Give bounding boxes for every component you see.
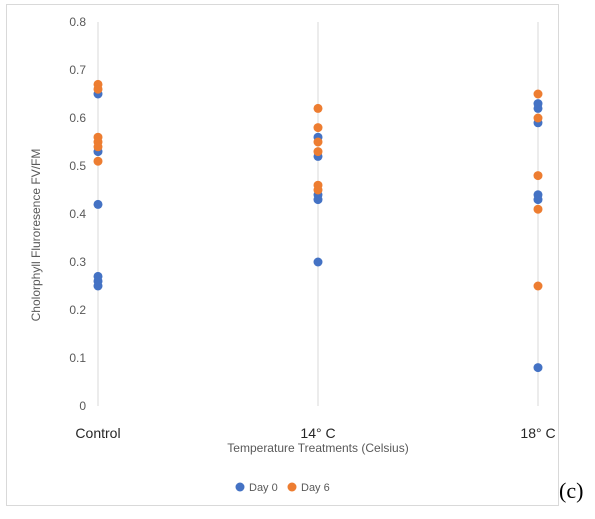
- x-tick-label: 18° C: [520, 425, 555, 441]
- data-point: [533, 363, 543, 373]
- data-point: [313, 257, 323, 267]
- data-point: [533, 281, 543, 291]
- data-point: [533, 103, 543, 113]
- data-point: [533, 89, 543, 99]
- legend-marker: [235, 482, 245, 492]
- x-tick-label: 14° C: [300, 425, 335, 441]
- data-point: [93, 199, 103, 209]
- x-tick-label: Control: [75, 425, 120, 441]
- x-axis-title: Temperature Treatments (Celsius): [227, 441, 408, 455]
- data-point: [313, 195, 323, 205]
- panel-label: (c): [559, 478, 584, 503]
- y-tick-label: 0.5: [69, 159, 86, 173]
- y-tick-label: 0.4: [69, 207, 86, 221]
- y-tick-label: 0.8: [69, 15, 86, 29]
- y-tick-label: 0.7: [69, 63, 86, 77]
- legend-label: Day 6: [301, 482, 330, 494]
- data-point: [313, 147, 323, 157]
- data-point: [93, 156, 103, 166]
- y-tick-label: 0.6: [69, 111, 86, 125]
- data-point: [533, 171, 543, 181]
- legend: Day 0 Day 6: [235, 482, 330, 494]
- data-point: [313, 185, 323, 195]
- x-axis-ticks: Control 14° C 18° C: [75, 425, 555, 441]
- data-point: [533, 113, 543, 123]
- data-point: [93, 281, 103, 291]
- gridlines: [97, 22, 539, 406]
- legend-marker: [287, 482, 297, 492]
- data-point: [93, 142, 103, 152]
- y-axis-title: Cholorphyll Fluroresence FV/FM: [29, 149, 43, 322]
- y-tick-label: 0.3: [69, 255, 86, 269]
- data-point: [313, 123, 323, 133]
- y-axis-ticks: 0 0.1 0.2 0.3 0.4 0.5 0.6 0.7 0.8: [69, 15, 86, 413]
- data-point: [313, 137, 323, 147]
- y-tick-label: 0: [79, 399, 86, 413]
- data-point: [533, 204, 543, 214]
- data-points: [93, 79, 543, 373]
- y-tick-label: 0.1: [69, 351, 86, 365]
- legend-label: Day 0: [249, 482, 278, 494]
- data-point: [533, 195, 543, 205]
- data-point: [93, 84, 103, 94]
- data-point: [313, 103, 323, 113]
- y-tick-label: 0.2: [69, 303, 86, 317]
